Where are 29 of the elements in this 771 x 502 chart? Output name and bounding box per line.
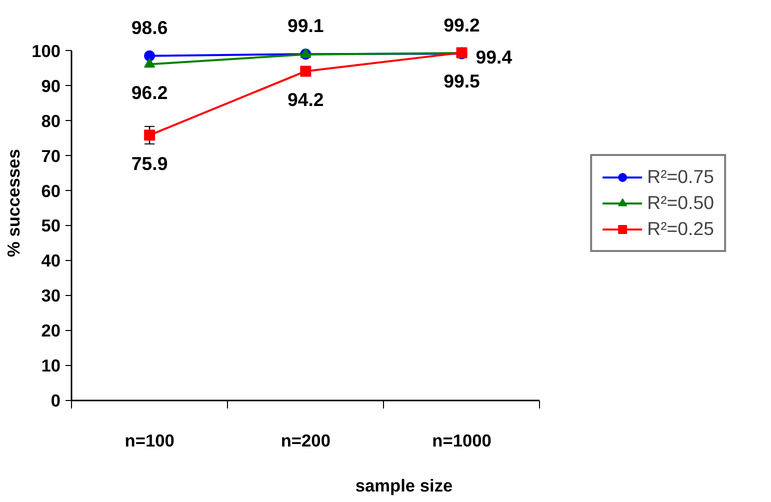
data-label: 99.4 <box>476 46 513 68</box>
legend-label: R²=0.50 <box>647 192 714 214</box>
legend-label: R²=0.75 <box>647 166 714 188</box>
y-tick-label: 40 <box>41 250 61 271</box>
y-tick-label: 0 <box>50 390 61 410</box>
x-axis-title: sample size <box>355 476 454 496</box>
y-tick-label: 10 <box>41 356 61 376</box>
data-label: 99.2 <box>444 14 480 36</box>
data-label: 94.2 <box>288 89 324 110</box>
legend-label: R²=0.25 <box>647 218 714 240</box>
y-tick-label: 30 <box>41 286 61 306</box>
x-tick-label: n=1000 <box>432 430 492 450</box>
data-label: 75.9 <box>131 153 168 174</box>
y-tick-label: 70 <box>41 146 61 166</box>
data-label: 99.5 <box>444 70 480 92</box>
point <box>300 66 312 77</box>
x-tick-label: n=100 <box>124 430 174 450</box>
data-label: 98.6 <box>131 16 168 38</box>
y-tick-label: 50 <box>41 216 61 236</box>
y-tick-label: 90 <box>41 76 61 96</box>
y-tick-label: 20 <box>41 320 61 341</box>
data-label: 99.1 <box>288 15 324 36</box>
x-tick-label: n=200 <box>280 430 330 450</box>
y-tick-label: 60 <box>41 180 61 201</box>
y-tick-label: 100 <box>32 40 61 61</box>
data-label: 96.2 <box>131 82 168 104</box>
point <box>144 130 156 141</box>
y-tick-label: 80 <box>41 110 61 131</box>
y-axis-title: % successes <box>4 149 24 257</box>
